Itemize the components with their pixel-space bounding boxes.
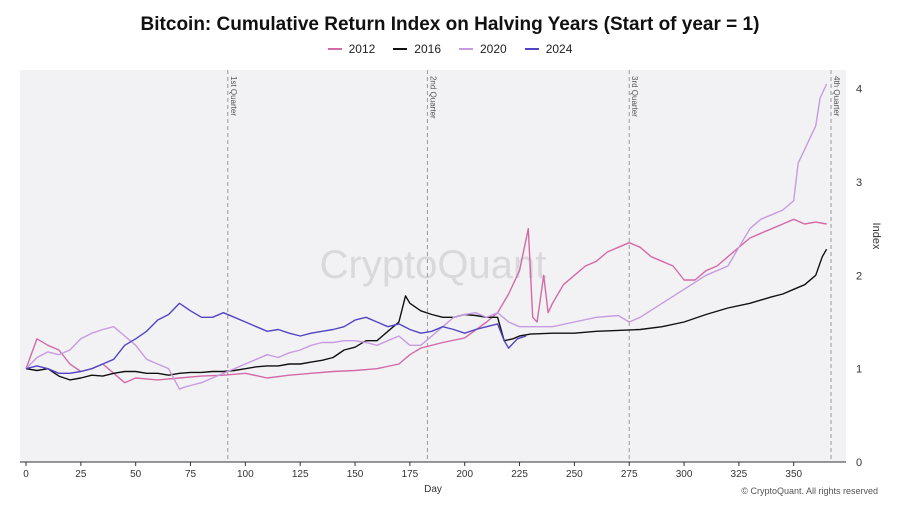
series-line-2016	[25, 248, 828, 381]
legend-item-2016[interactable]: 2016	[393, 42, 441, 56]
y-tick-label: 2	[856, 270, 862, 282]
series-line-2012	[25, 218, 827, 384]
y-tick-label: 4	[856, 84, 862, 96]
legend-item-2020[interactable]: 2020	[459, 42, 507, 56]
x-tick-label: 350	[785, 469, 802, 480]
x-tick-label: 250	[566, 469, 583, 480]
quarter-label: 4th Quarter	[832, 76, 841, 117]
legend-item-2012[interactable]: 2012	[327, 42, 376, 56]
plot-area	[20, 70, 846, 462]
legend-item-2024[interactable]: 2024	[524, 42, 573, 56]
x-tick-label: 125	[292, 469, 309, 480]
x-tick-label: 25	[75, 469, 87, 480]
x-tick-label: 0	[23, 469, 29, 480]
legend-label: 2012	[348, 42, 376, 56]
copyright-notice: © CryptoQuant. All rights reserved	[741, 486, 878, 496]
series-line-2024	[25, 302, 527, 374]
legend-swatch	[393, 48, 408, 50]
quarter-label: 3rd Quarter	[630, 76, 639, 117]
legend-swatch	[524, 48, 539, 50]
x-tick-label: 300	[676, 469, 693, 480]
x-tick-label: 225	[511, 469, 528, 480]
watermark: CryptoQuant	[320, 243, 547, 287]
legend-label: 2024	[545, 42, 573, 56]
legend-label: 2020	[480, 42, 507, 56]
y-tick-label: 0	[856, 457, 862, 469]
x-tick-label: 50	[130, 469, 142, 480]
legend-label: 2016	[414, 42, 441, 56]
y-axis-label: Index	[870, 223, 882, 250]
x-tick-label: 100	[237, 469, 254, 480]
chart-legend: 2012 2016 2020 2024	[0, 42, 900, 56]
x-tick-label: 200	[456, 469, 473, 480]
x-tick-label: 75	[185, 469, 197, 480]
y-tick-label: 1	[856, 364, 862, 376]
x-tick-label: 175	[402, 469, 419, 480]
legend-swatch	[459, 48, 473, 50]
x-axis-label: Day	[424, 484, 442, 495]
legend-swatch	[327, 48, 342, 50]
series-line-2020	[25, 83, 828, 390]
quarter-label: 2nd Quarter	[428, 76, 437, 119]
x-tick-label: 325	[731, 469, 748, 480]
x-tick-label: 275	[621, 469, 638, 480]
chart-title: Bitcoin: Cumulative Return Index on Halv…	[140, 14, 760, 35]
y-tick-label: 3	[856, 177, 862, 189]
quarter-label: 1st Quarter	[229, 76, 238, 116]
x-tick-label: 150	[347, 469, 364, 480]
